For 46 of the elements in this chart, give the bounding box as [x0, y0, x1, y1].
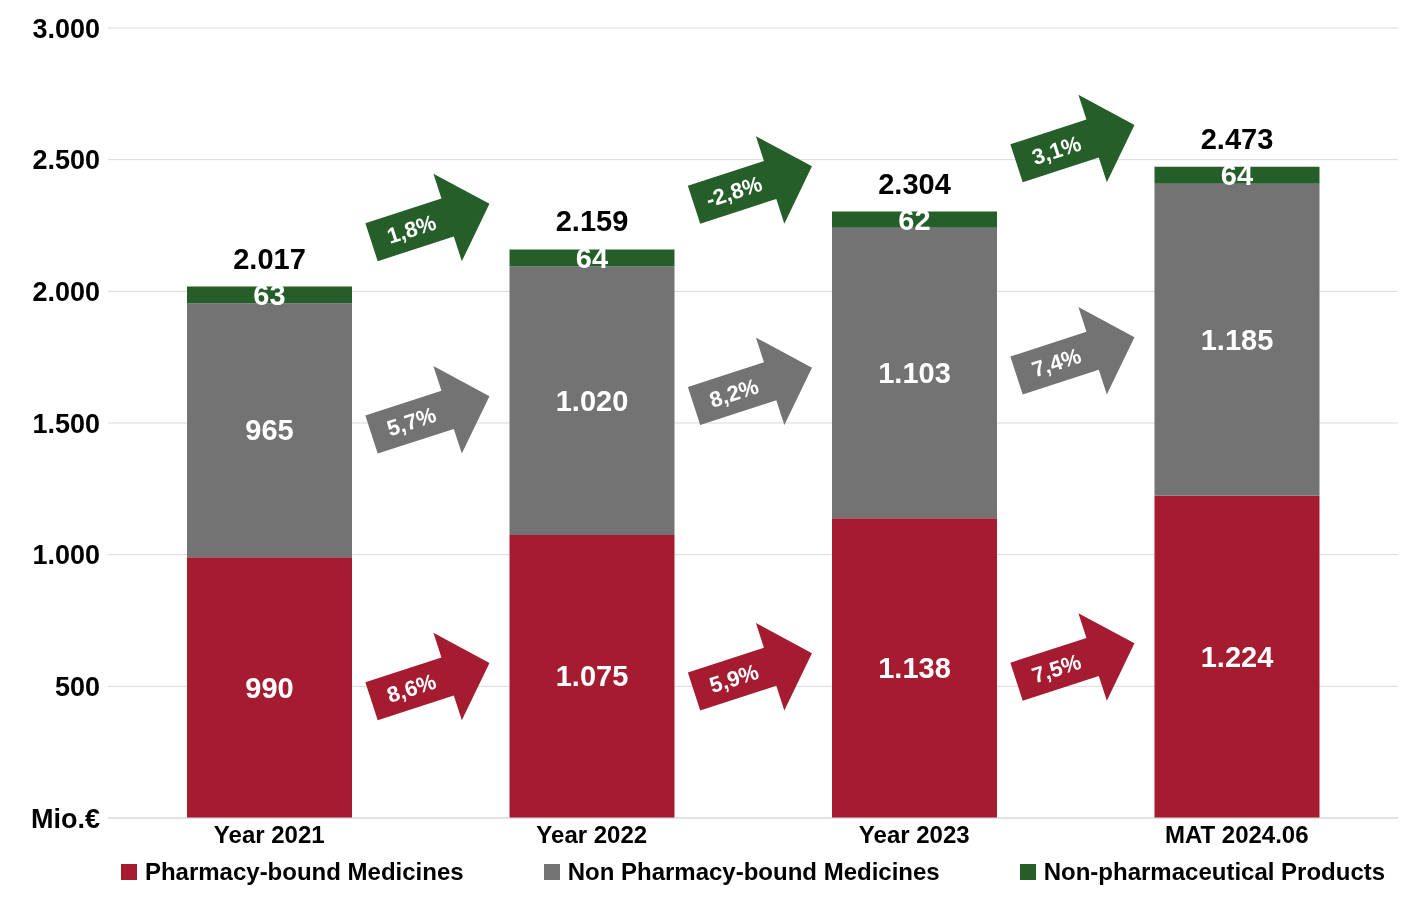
y-tick-label: 2.000	[32, 276, 100, 307]
total-label: 2.304	[878, 167, 951, 200]
annotation: 3,1%	[1028, 130, 1085, 170]
total-label: 2.159	[555, 205, 629, 238]
legend-label: Non Pharmacy-bound Medicines	[567, 858, 940, 886]
bar	[1154, 183, 1320, 496]
bar	[1154, 495, 1320, 818]
total-label: 2.473	[1200, 122, 1274, 155]
y-tick-label: 1.500	[32, 408, 100, 439]
legend-label: Non-pharmaceutical Products	[1043, 858, 1386, 886]
data-label: 1.020	[555, 384, 629, 417]
x-tick-label: Year 2023	[858, 821, 970, 849]
annotation: 7,4%	[1028, 342, 1085, 383]
bar	[509, 534, 675, 818]
annotation: 7,5%	[1028, 649, 1085, 689]
y-tick-label: 1.000	[32, 540, 100, 571]
legend-label: Pharmacy-bound Medicines	[144, 858, 464, 886]
x-tick-label: Year 2021	[213, 821, 325, 849]
y-tick-label: 2.500	[32, 145, 100, 176]
data-label: 1.075	[555, 660, 629, 693]
data-label: 1.224	[1200, 640, 1274, 673]
bar	[187, 303, 352, 558]
annotation: 5,7%	[383, 401, 440, 442]
data-label: 1.103	[878, 357, 951, 390]
y-tick-label: Mio.€	[30, 803, 100, 834]
bar	[187, 557, 352, 818]
total-label: 2.017	[233, 242, 306, 275]
data-label: 63	[253, 278, 286, 311]
y-tick-label: 3.000	[32, 13, 100, 44]
data-label: 1.138	[878, 652, 951, 685]
x-tick-label: Year 2022	[536, 821, 648, 849]
data-label: 965	[245, 414, 294, 447]
annotation: 5,9%	[706, 658, 762, 699]
y-tick-label: 500	[54, 671, 100, 702]
annotation: 8,6%	[383, 668, 440, 708]
annotation: -2,8%	[702, 170, 766, 213]
bar	[509, 266, 675, 535]
annotation: 8,2%	[706, 373, 762, 413]
data-label: 64	[1220, 159, 1254, 192]
data-label: 1.185	[1200, 323, 1274, 356]
data-label: 990	[245, 671, 294, 704]
annotation: 1,8%	[383, 209, 440, 249]
x-tick-label: MAT 2024.06	[1164, 821, 1309, 849]
data-label: 62	[898, 203, 931, 236]
data-label: 64	[575, 241, 609, 274]
bar	[832, 518, 997, 818]
